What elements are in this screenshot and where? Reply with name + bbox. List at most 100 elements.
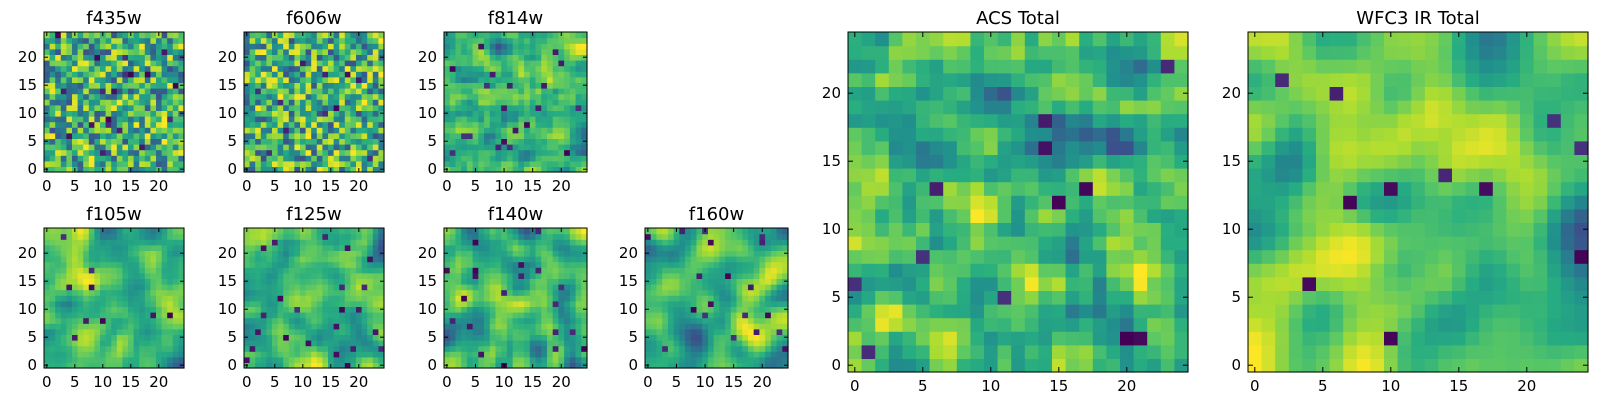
heatmap-cell bbox=[1011, 181, 1026, 196]
heatmap-cell bbox=[484, 356, 491, 363]
heatmap-cell bbox=[356, 300, 363, 307]
heatmap-cell bbox=[305, 239, 312, 246]
heatmap-cell bbox=[472, 76, 479, 83]
heatmap-cell bbox=[472, 334, 479, 341]
heatmap-cell bbox=[300, 116, 307, 123]
heatmap-cell bbox=[673, 312, 680, 319]
heatmap-cell bbox=[122, 144, 129, 151]
heatmap-cell bbox=[956, 195, 971, 210]
heatmap-cell bbox=[1092, 317, 1107, 332]
heatmap-cell bbox=[776, 289, 783, 296]
heatmap-cell bbox=[272, 244, 279, 251]
heatmap-cell bbox=[116, 272, 123, 279]
heatmap-cell bbox=[105, 127, 112, 134]
heatmap-cell bbox=[449, 48, 457, 55]
heatmap-cell bbox=[333, 267, 340, 274]
heatmap-cell bbox=[367, 250, 374, 257]
heatmap-cell bbox=[277, 228, 284, 235]
heatmap-cell bbox=[1065, 263, 1080, 278]
heatmap-cell bbox=[541, 289, 548, 296]
heatmap-cell bbox=[518, 272, 525, 279]
panel-title: f160w bbox=[689, 204, 744, 225]
heatmap-cell bbox=[49, 93, 56, 100]
heatmap-cell bbox=[569, 362, 577, 369]
heatmap-cell bbox=[372, 121, 379, 128]
heatmap-cell bbox=[322, 295, 329, 302]
heatmap-cell bbox=[139, 328, 146, 335]
heatmap-cell bbox=[455, 300, 462, 307]
heatmap-cell bbox=[888, 249, 903, 264]
heatmap-cell bbox=[260, 351, 267, 358]
heatmap-cell bbox=[311, 166, 318, 173]
heatmap-cell bbox=[300, 149, 307, 156]
heatmap-cell bbox=[782, 340, 789, 347]
heatmap-cell bbox=[765, 261, 772, 268]
heatmap-cell bbox=[690, 362, 698, 369]
heatmap-cell bbox=[361, 121, 368, 128]
heatmap-cell bbox=[66, 289, 73, 296]
heatmap-cell bbox=[501, 60, 508, 67]
heatmap-cell bbox=[122, 37, 129, 44]
heatmap-cell bbox=[72, 278, 79, 285]
heatmap-cell bbox=[94, 340, 101, 347]
heatmap-cell bbox=[656, 250, 663, 257]
heatmap-cell bbox=[575, 37, 582, 44]
heatmap-cell bbox=[55, 127, 62, 134]
heatmap-cell bbox=[361, 334, 368, 341]
heatmap-cell bbox=[564, 228, 571, 235]
heatmap-cell bbox=[344, 267, 351, 274]
heatmap-cell bbox=[518, 76, 525, 83]
heatmap-cell bbox=[283, 356, 290, 363]
heatmap-cell bbox=[100, 328, 107, 335]
heatmap-cell bbox=[506, 54, 514, 61]
heatmap-cell bbox=[753, 351, 760, 358]
heatmap-cell bbox=[144, 166, 151, 173]
heatmap-cell bbox=[765, 323, 772, 330]
heatmap-cell bbox=[122, 345, 129, 352]
heatmap-cell bbox=[535, 267, 542, 274]
heatmap-cell bbox=[255, 340, 262, 347]
heatmap-cell bbox=[150, 48, 157, 55]
heatmap-cell bbox=[558, 261, 565, 268]
heatmap-cell bbox=[861, 344, 876, 359]
heatmap-cell bbox=[144, 32, 151, 39]
heatmap-cell bbox=[569, 116, 577, 123]
heatmap-cell bbox=[72, 155, 79, 162]
heatmap-cell bbox=[139, 43, 146, 50]
heatmap-cells bbox=[645, 228, 789, 369]
heatmap-cell bbox=[690, 312, 698, 319]
heatmap-cell bbox=[339, 250, 346, 257]
heatmap-cell bbox=[344, 334, 351, 341]
heatmap-cell bbox=[116, 60, 123, 67]
heatmap-cell bbox=[461, 295, 468, 302]
heatmap-cell bbox=[529, 312, 537, 319]
heatmap-cell bbox=[83, 88, 90, 95]
heatmap-cell bbox=[667, 256, 675, 263]
heatmap-cell bbox=[328, 340, 335, 347]
heatmap-cell bbox=[361, 306, 368, 313]
heatmap-cell bbox=[770, 345, 778, 352]
heatmap-cell bbox=[875, 263, 890, 278]
heatmap-cell bbox=[322, 362, 329, 369]
heatmap-cell bbox=[696, 312, 703, 319]
heatmap-cell bbox=[133, 351, 140, 358]
heatmap-cell bbox=[44, 312, 51, 319]
heatmap-cell bbox=[535, 306, 542, 313]
heatmap-cell bbox=[645, 284, 652, 291]
heatmap-cell bbox=[916, 208, 931, 223]
heatmap-cell bbox=[128, 256, 135, 263]
heatmap-cell bbox=[356, 328, 363, 335]
heatmap-cell bbox=[581, 37, 588, 44]
heatmap-cell bbox=[1052, 290, 1067, 305]
heatmap-cell bbox=[650, 312, 658, 319]
heatmap-cell bbox=[1052, 208, 1067, 223]
heatmap-cell bbox=[645, 300, 652, 307]
heatmap-cell bbox=[495, 104, 502, 111]
heatmap-cell bbox=[105, 334, 112, 341]
heatmap-cell bbox=[558, 160, 565, 167]
heatmap-cell bbox=[139, 121, 146, 128]
heatmap-cell bbox=[472, 323, 479, 330]
heatmap-cell bbox=[529, 104, 537, 111]
heatmap-cell bbox=[875, 249, 890, 264]
heatmap-cell bbox=[581, 233, 588, 240]
